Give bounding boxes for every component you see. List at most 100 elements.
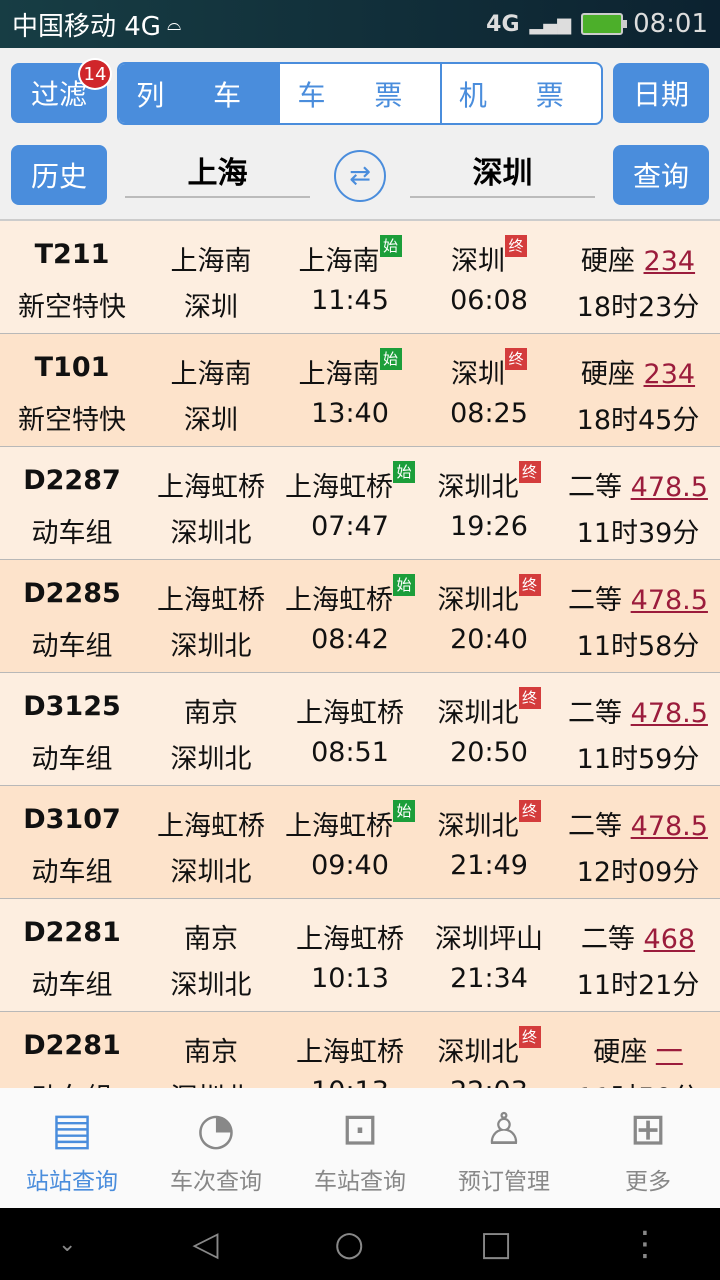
dep-station-text: 上海南 <box>298 246 380 277</box>
end-station-badge: 终 <box>505 348 527 370</box>
recents-icon[interactable]: □ <box>479 1224 513 1264</box>
from-city-field[interactable]: 上海 <box>125 148 310 198</box>
seat-price: 二等 478.5 <box>568 691 708 730</box>
dep-station: 上海虹桥 <box>280 917 420 956</box>
duration-text: 18时45分 <box>576 405 700 436</box>
tab-grid[interactable]: ⊞ 更多 <box>576 1088 720 1208</box>
menu-dots-icon[interactable]: ⋮ <box>628 1224 663 1264</box>
dep-station-text: 上海虹桥 <box>296 924 404 955</box>
dep-time: 13:40 <box>280 398 420 429</box>
to-city-field[interactable]: 深圳 <box>410 148 595 198</box>
price-link[interactable]: 468 <box>643 924 696 955</box>
start-station-badge: 始 <box>393 800 415 822</box>
dep-time: 08:42 <box>280 624 420 655</box>
arr-time: 06:08 <box>419 285 559 316</box>
from-text: 上海南 <box>170 246 252 277</box>
from: 南京 <box>141 917 281 956</box>
price-link[interactable]: 478.5 <box>630 585 708 616</box>
price-link[interactable]: 234 <box>643 359 696 390</box>
android-icon: ⌓ <box>166 13 182 35</box>
duration-text: 11时39分 <box>576 518 700 549</box>
from: 上海虹桥 <box>141 804 281 843</box>
dep-time-text: 09:40 <box>311 850 389 881</box>
arr-station-text: 深圳北 <box>437 698 519 729</box>
type: 动车组 <box>2 963 142 1002</box>
to: 深圳北 <box>141 624 281 663</box>
arr-station: 深圳北终 <box>419 574 559 617</box>
arr-station-text: 深圳北 <box>437 811 519 842</box>
grid-icon: ⊞ <box>629 1104 667 1155</box>
type-text: 新空特快 <box>18 292 126 323</box>
dep-time: 10:13 <box>280 1076 420 1088</box>
price-link[interactable]: 478.5 <box>630 698 708 729</box>
tab-station-briefcase[interactable]: ⊡ 车站查询 <box>288 1088 432 1208</box>
dep-station-text: 上海虹桥 <box>285 472 393 503</box>
from-text: 南京 <box>184 698 238 729</box>
swap-cities-icon[interactable]: ⇄ <box>334 150 386 202</box>
price-link[interactable]: 478.5 <box>630 811 708 842</box>
chevron-down-icon[interactable]: ⌄ <box>57 1231 77 1257</box>
arr-station-text: 深圳坪山 <box>435 924 543 955</box>
history-button[interactable]: 历史 <box>11 145 107 205</box>
end-station-badge: 终 <box>518 800 541 822</box>
type-text: 动车组 <box>31 970 113 1001</box>
arr-time: 22:03 <box>419 1076 559 1088</box>
start-station-badge: 始 <box>393 461 415 483</box>
duration: 18时23分 <box>568 285 708 324</box>
price-link[interactable]: 234 <box>643 246 696 277</box>
tab-label: 站站查询 <box>26 1169 118 1195</box>
end-station-badge: 终 <box>518 687 541 709</box>
status-bar: 中国移动 4G ⌓ 4G ▂▄▆ 08:01 <box>0 0 720 48</box>
tab-label: 更多 <box>625 1169 671 1195</box>
price-link[interactable]: 478.5 <box>630 472 708 503</box>
to: 深圳北 <box>141 511 281 550</box>
from-text: 上海南 <box>170 359 252 390</box>
dep-time-text: 08:42 <box>311 624 389 655</box>
train-list[interactable]: T211 新空特快 上海南 深圳 上海南始 11:45 深圳终 06:08 硬座 234 18时2… <box>0 219 720 1088</box>
train-row[interactable]: D3107 动车组 上海虹桥 深圳北 上海虹桥始 09:40 深圳北终 21:49 二等 478… <box>0 786 720 899</box>
tab-user[interactable]: ♙ 预订管理 <box>432 1088 576 1208</box>
arr-time: 08:25 <box>419 398 559 429</box>
train-row[interactable]: T211 新空特快 上海南 深圳 上海南始 11:45 深圳终 06:08 硬座 234 18时2… <box>0 221 720 334</box>
dep-station: 上海虹桥始 <box>280 461 420 504</box>
price-link[interactable]: 一 <box>655 1037 683 1068</box>
home-icon[interactable]: ○ <box>334 1224 365 1264</box>
to-text: 深圳 <box>184 292 238 323</box>
arr-station: 深圳北终 <box>419 1026 559 1069</box>
arr-time-text: 21:49 <box>450 850 528 881</box>
duration: 18时45分 <box>568 398 708 437</box>
to-text: 深圳北 <box>170 744 252 775</box>
back-icon[interactable]: ◁ <box>192 1224 219 1264</box>
dep-station: 上海虹桥始 <box>280 574 420 617</box>
dep-station-text: 上海南 <box>298 359 380 390</box>
dep-time-text: 07:47 <box>311 511 389 542</box>
train-row[interactable]: D2285 动车组 上海虹桥 深圳北 上海虹桥始 08:42 深圳北终 20:40 二等 478… <box>0 560 720 673</box>
train-row[interactable]: D2281 动车组 南京 深圳北 上海虹桥 10:13 深圳坪山 21:34 二等 468 11时… <box>0 899 720 1012</box>
seat-type: 硬座 <box>593 1037 648 1068</box>
train-row[interactable]: D3125 动车组 南京 深圳北 上海虹桥 08:51 深圳北终 20:50 二等 478.5 1… <box>0 673 720 786</box>
from-text: 上海虹桥 <box>157 585 265 616</box>
seat-price: 二等 478.5 <box>568 804 708 843</box>
duration-text: 18时23分 <box>576 292 700 323</box>
query-button[interactable]: 查询 <box>613 145 709 205</box>
tab-trains[interactable]: 列 车 <box>119 64 279 123</box>
tab-flights[interactable]: 机 票 <box>439 64 601 123</box>
arr-time-text: 20:40 <box>450 624 528 655</box>
train-row[interactable]: D2287 动车组 上海虹桥 深圳北 上海虹桥始 07:47 深圳北终 19:26 二等 478… <box>0 447 720 560</box>
dep-station: 上海虹桥始 <box>280 800 420 843</box>
from: 上海南 <box>141 352 281 391</box>
tab-ticket[interactable]: ▤ 站站查询 <box>0 1088 144 1208</box>
to: 深圳 <box>141 398 281 437</box>
date-button[interactable]: 日期 <box>613 63 709 123</box>
station-briefcase-icon: ⊡ <box>341 1104 379 1155</box>
tab-train-tickets[interactable]: 车 票 <box>278 64 439 123</box>
tab-train[interactable]: ◔ 车次查询 <box>144 1088 288 1208</box>
to-text: 深圳北 <box>170 857 252 888</box>
duration-text: 11时21分 <box>576 970 700 1001</box>
train-row[interactable]: T101 新空特快 上海南 深圳 上海南始 13:40 深圳终 08:25 硬座 234 18时4… <box>0 334 720 447</box>
end-station-badge: 终 <box>505 235 527 257</box>
arr-time-text: 20:50 <box>450 737 528 768</box>
from-text: 南京 <box>184 1037 238 1068</box>
arr-station-text: 深圳 <box>451 246 505 277</box>
